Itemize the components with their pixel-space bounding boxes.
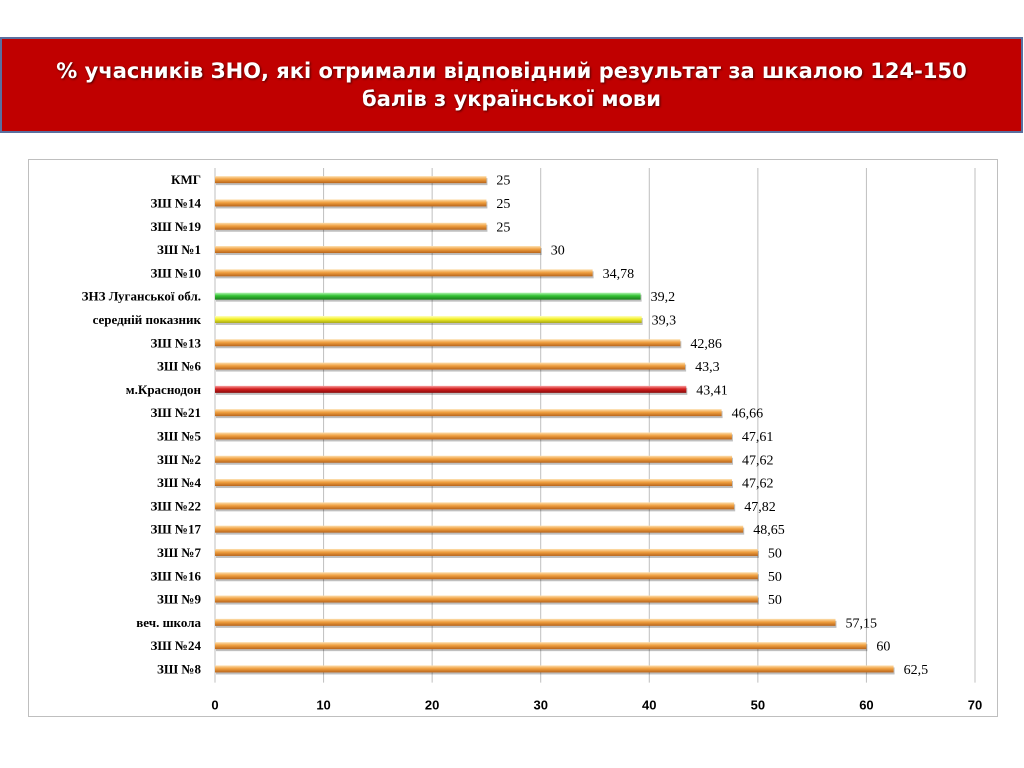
bar bbox=[215, 315, 642, 323]
value-label: 57,15 bbox=[845, 616, 877, 631]
x-tick-label: 20 bbox=[425, 698, 439, 713]
value-label: 46,66 bbox=[732, 407, 764, 422]
value-label: 50 bbox=[768, 546, 782, 561]
category-label: веч. школа bbox=[136, 615, 201, 630]
value-label: 48,65 bbox=[753, 523, 785, 538]
bar bbox=[215, 432, 732, 440]
category-label: середній показник bbox=[93, 312, 202, 327]
category-label: ЗШ №5 bbox=[157, 428, 201, 443]
bar bbox=[215, 642, 867, 650]
bar bbox=[215, 455, 733, 463]
value-label: 43,3 bbox=[695, 360, 720, 375]
value-label: 39,3 bbox=[652, 313, 677, 328]
category-label: ЗШ №22 bbox=[151, 498, 201, 513]
category-label: ЗШ №2 bbox=[157, 452, 201, 467]
x-tick-label: 10 bbox=[316, 698, 330, 713]
x-tick-label: 60 bbox=[859, 698, 873, 713]
category-label: ЗШ №13 bbox=[151, 335, 202, 350]
bar bbox=[215, 222, 487, 230]
value-label: 39,2 bbox=[651, 290, 676, 305]
value-label: 43,41 bbox=[696, 383, 728, 398]
value-label: 25 bbox=[496, 220, 510, 235]
bar bbox=[215, 548, 758, 556]
bar bbox=[215, 595, 758, 603]
category-label: ЗНЗ Луганської обл. bbox=[82, 289, 201, 304]
bar bbox=[215, 525, 744, 533]
category-label: ЗШ №10 bbox=[151, 265, 201, 280]
bar bbox=[215, 385, 687, 393]
bar bbox=[215, 176, 487, 184]
value-label: 60 bbox=[876, 640, 890, 655]
x-tick-label: 40 bbox=[642, 698, 656, 713]
category-label: ЗШ №1 bbox=[157, 242, 201, 257]
category-label: ЗШ №14 bbox=[151, 195, 202, 210]
bar bbox=[215, 339, 681, 347]
category-label: м.Краснодон bbox=[126, 382, 202, 397]
category-label: ЗШ №24 bbox=[151, 638, 202, 653]
bar bbox=[215, 479, 733, 487]
value-label: 47,82 bbox=[744, 500, 776, 515]
chart-title: % учасників ЗНО, які отримали відповідни… bbox=[56, 59, 967, 111]
value-label: 47,62 bbox=[742, 477, 774, 492]
category-label: ЗШ №4 bbox=[157, 475, 201, 490]
category-label: ЗШ №6 bbox=[157, 359, 201, 374]
x-tick-label: 30 bbox=[533, 698, 547, 713]
value-label: 34,78 bbox=[603, 267, 635, 282]
category-label: ЗШ №16 bbox=[151, 568, 202, 583]
value-label: 25 bbox=[496, 197, 510, 212]
x-tick-label: 70 bbox=[968, 698, 982, 713]
category-label: ЗШ №8 bbox=[157, 661, 201, 676]
category-label: ЗШ №9 bbox=[157, 592, 201, 607]
bar bbox=[215, 409, 722, 417]
bar bbox=[215, 199, 487, 207]
value-label: 47,62 bbox=[742, 453, 774, 468]
value-label: 25 bbox=[496, 174, 510, 189]
bar bbox=[215, 292, 641, 300]
value-label: 42,86 bbox=[690, 337, 722, 352]
bar bbox=[215, 246, 541, 254]
value-label: 50 bbox=[768, 593, 782, 608]
x-tick-label: 0 bbox=[211, 698, 218, 713]
category-label: ЗШ №21 bbox=[151, 405, 201, 420]
chart-frame: 0 10 20 30 40 50 60 70 КМГ 25 ЗШ №14 25 ЗШ №19 25 ЗШ №… bbox=[28, 159, 998, 717]
bar bbox=[215, 269, 593, 277]
bar bbox=[215, 665, 894, 673]
bar bbox=[215, 362, 686, 370]
category-label: ЗШ №19 bbox=[151, 219, 202, 234]
category-label: ЗШ №7 bbox=[157, 545, 201, 560]
bar bbox=[215, 618, 836, 626]
value-label: 50 bbox=[768, 570, 782, 585]
value-label: 30 bbox=[551, 244, 565, 259]
value-label: 62,5 bbox=[904, 663, 929, 678]
x-tick-label: 50 bbox=[751, 698, 765, 713]
bar bbox=[215, 572, 758, 580]
title-banner: % учасників ЗНО, які отримали відповідни… bbox=[0, 37, 1023, 133]
category-label: КМГ bbox=[171, 172, 201, 187]
bar-chart: 0 10 20 30 40 50 60 70 КМГ 25 ЗШ №14 25 ЗШ №19 25 ЗШ №… bbox=[82, 168, 982, 713]
bar bbox=[215, 502, 735, 510]
category-label: ЗШ №17 bbox=[151, 522, 202, 537]
value-label: 47,61 bbox=[742, 430, 774, 445]
